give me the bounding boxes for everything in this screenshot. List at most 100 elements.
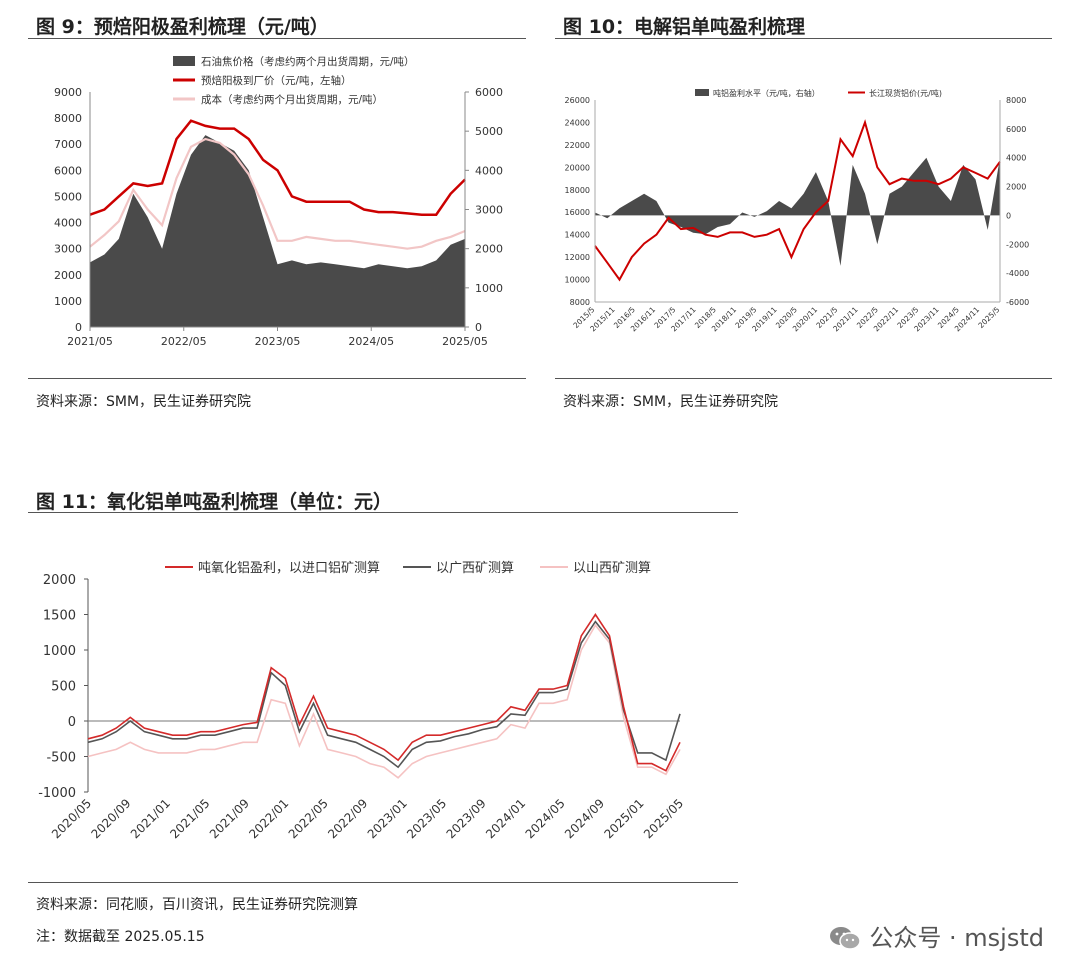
chart11-source: 资料来源：同花顺，百川资讯，民生证券研究院测算 <box>36 897 358 913</box>
series-line-shanxi <box>87 623 681 779</box>
left-axis-tick-label: 24000 <box>565 118 590 127</box>
left-axis-tick-label: 14000 <box>565 231 590 240</box>
left-axis-tick-label: 10000 <box>565 276 590 285</box>
right-axis-tick-label: -2000 <box>1006 240 1029 249</box>
chart11-note: 注：数据截至 2025.05.15 <box>36 929 205 945</box>
x-axis-tick-label: 2021/05 <box>67 335 113 348</box>
right-axis-tick-label: 3000 <box>475 204 503 217</box>
x-axis-tick-label: 2024/05 <box>523 796 568 841</box>
series-line-guangxi <box>87 620 681 769</box>
x-axis-tick-label: 2022/09 <box>325 796 370 841</box>
legend-label-import: 吨氧化铝盈利，以进口铝矿测算 <box>198 561 380 576</box>
chart10-title-rule <box>555 38 1052 39</box>
right-axis-tick-label: 1000 <box>475 282 503 295</box>
x-axis-tick-label: 2021/09 <box>207 796 252 841</box>
x-axis-tick-label: 2022/05 <box>286 796 331 841</box>
x-axis-tick-label: 2022/05 <box>161 335 207 348</box>
series-area-profit <box>595 157 1000 266</box>
right-axis-tick-label: 2000 <box>475 243 503 256</box>
y-axis-tick-label: -1000 <box>38 786 76 801</box>
right-axis-tick-label: 5000 <box>475 125 503 138</box>
right-axis-tick-label: 6000 <box>1006 125 1026 134</box>
chart9-source: 资料来源：SMM，民生证券研究院 <box>36 394 252 410</box>
right-axis-tick-label: 6000 <box>475 86 503 99</box>
chart11-title-rule <box>28 512 738 513</box>
left-axis-tick-label: 3000 <box>54 243 82 256</box>
y-axis-tick-label: 500 <box>51 680 76 695</box>
right-axis-tick-label: 4000 <box>475 164 503 177</box>
x-axis-tick-label: 2025/05 <box>442 335 488 348</box>
left-axis-tick-label: 5000 <box>54 190 82 203</box>
x-axis-tick-label: 2024/01 <box>483 796 528 841</box>
legend-label-guangxi: 以广西矿测算 <box>436 561 514 576</box>
x-axis-tick-label: 2024/09 <box>562 796 607 841</box>
left-axis-tick-label: 20000 <box>565 163 590 172</box>
legend-label-anode: 预焙阳极到厂价（元/吨，左轴） <box>201 74 352 87</box>
legend-label-al-price: 长江现货铝价(元/吨) <box>869 88 942 98</box>
left-axis-tick-label: 1000 <box>54 295 82 308</box>
x-axis-tick-label: 2023/01 <box>365 796 410 841</box>
chart9-title-rule <box>28 38 526 39</box>
left-axis-tick-label: 2000 <box>54 269 82 282</box>
legend-swatch-profit <box>695 89 709 96</box>
legend-label-petcoke: 石油焦价格（考虑约两个月出货周期，元/吨） <box>201 55 415 68</box>
left-axis-tick-label: 12000 <box>565 253 590 262</box>
right-axis-tick-label: -4000 <box>1006 269 1029 278</box>
y-axis-tick-label: 0 <box>68 715 76 730</box>
left-axis-tick-label: 26000 <box>565 96 590 105</box>
chart11-plot: -1000-50005001000150020002020/052020/092… <box>38 561 686 841</box>
y-axis-tick-label: 2000 <box>43 573 76 588</box>
x-axis-tick-label: 2022/01 <box>246 796 291 841</box>
series-line-anode-price <box>89 119 466 216</box>
x-axis-tick-label: 2025/5 <box>976 305 1001 330</box>
chart10-bottom-rule <box>555 378 1052 379</box>
chart11-title: 图 11：氧化铝单吨盈利梳理（单位：元） <box>36 491 393 513</box>
chart10-source: 资料来源：SMM，民生证券研究院 <box>563 394 779 410</box>
chart9-title: 图 9：预焙阳极盈利梳理（元/吨） <box>36 16 329 38</box>
wechat-watermark: 公众号 · msjstd <box>828 918 1044 953</box>
y-axis-tick-label: 1500 <box>43 609 76 624</box>
series-area-petcoke <box>90 135 465 327</box>
x-axis-tick-label: 2023/05 <box>404 796 449 841</box>
left-axis-tick-label: 16000 <box>565 208 590 217</box>
x-axis-tick-label: 2021/05 <box>167 796 212 841</box>
series-line-al-price <box>594 119 1001 282</box>
x-axis-tick-label: 2021/01 <box>128 796 173 841</box>
y-axis-tick-label: -500 <box>46 751 76 766</box>
right-axis-tick-label: 4000 <box>1006 154 1026 163</box>
x-axis-tick-label: 2024/05 <box>348 335 394 348</box>
left-axis-tick-label: 4000 <box>54 217 82 230</box>
x-axis-tick-label: 2020/09 <box>88 796 133 841</box>
left-axis-tick-label: 9000 <box>54 86 82 99</box>
chart9-plot: 0 1000 2000 3000 4000 5000 6000 7000 8000 9000 0 10… <box>54 55 503 348</box>
right-axis-tick-label: -6000 <box>1006 298 1029 307</box>
left-axis-tick-label: 18000 <box>565 186 590 195</box>
left-axis-tick-label: 22000 <box>565 141 590 150</box>
series-line-import <box>87 613 681 772</box>
left-axis-tick-label: 0 <box>75 321 82 334</box>
series-line-cost <box>89 137 466 250</box>
y-axis-tick-label: 1000 <box>43 644 76 659</box>
legend-swatch-petcoke <box>173 56 195 66</box>
chart10-plot: 8000100001200014000160001800020000220002… <box>565 88 1030 333</box>
right-axis-tick-label: 8000 <box>1006 96 1026 105</box>
x-axis-tick-label: 2023/05 <box>255 335 301 348</box>
chart10-title: 图 10：电解铝单吨盈利梳理 <box>563 16 806 38</box>
legend-label-shanxi: 以山西矿测算 <box>573 561 651 576</box>
right-axis-tick-label: 2000 <box>1006 183 1026 192</box>
x-axis-tick-label: 2020/05 <box>49 796 94 841</box>
right-axis-tick-label: 0 <box>1006 211 1011 220</box>
chart9-bottom-rule <box>28 378 526 379</box>
right-axis-tick-label: 0 <box>475 321 482 334</box>
left-axis-tick-label: 8000 <box>54 112 82 125</box>
wechat-icon <box>828 925 862 951</box>
left-axis-tick-label: 8000 <box>570 298 590 307</box>
chart11-bottom-rule <box>28 882 738 883</box>
left-axis-tick-label: 6000 <box>54 164 82 177</box>
x-axis-tick-label: 2023/09 <box>444 796 489 841</box>
left-axis-tick-label: 7000 <box>54 138 82 151</box>
legend-label-cost: 成本（考虑约两个月出货周期，元/吨） <box>201 93 383 106</box>
legend-label-profit: 吨铝盈利水平（元/吨，右轴） <box>713 88 820 98</box>
x-axis-tick-label: 2025/01 <box>601 796 646 841</box>
x-axis-tick-label: 2025/05 <box>641 796 686 841</box>
